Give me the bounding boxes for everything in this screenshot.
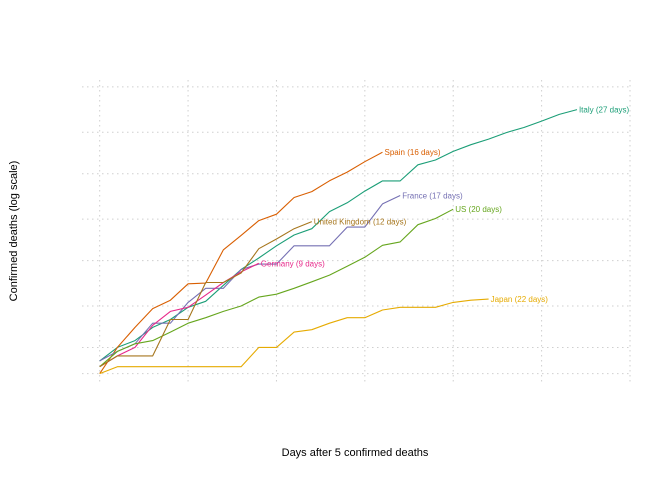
- series-label: US (20 days): [455, 205, 502, 214]
- series-line: [99, 151, 383, 374]
- series-line: [99, 298, 489, 375]
- series-label: Japan (22 days): [491, 295, 549, 304]
- series-label: United Kingdom (12 days): [314, 218, 407, 227]
- y-axis-label: Confirmed deaths (log scale): [8, 161, 20, 302]
- series-labels: Italy (27 days) Spain (16 days) France (17…: [261, 106, 630, 305]
- series-line: [99, 208, 454, 368]
- series-label: Germany (9 days): [261, 259, 325, 268]
- series-lines: [99, 109, 578, 375]
- series-label: France (17 days): [402, 191, 463, 200]
- x-gridlines: [99, 80, 631, 382]
- series-line: [99, 195, 401, 362]
- x-axis-label: Days after 5 confirmed deaths: [282, 447, 429, 459]
- series-line: [99, 221, 313, 368]
- y-gridlines: [82, 86, 630, 375]
- series-line: [99, 109, 578, 362]
- series-label: Italy (27 days): [579, 106, 630, 115]
- series-line: [99, 262, 260, 368]
- series-label: Spain (16 days): [385, 148, 441, 157]
